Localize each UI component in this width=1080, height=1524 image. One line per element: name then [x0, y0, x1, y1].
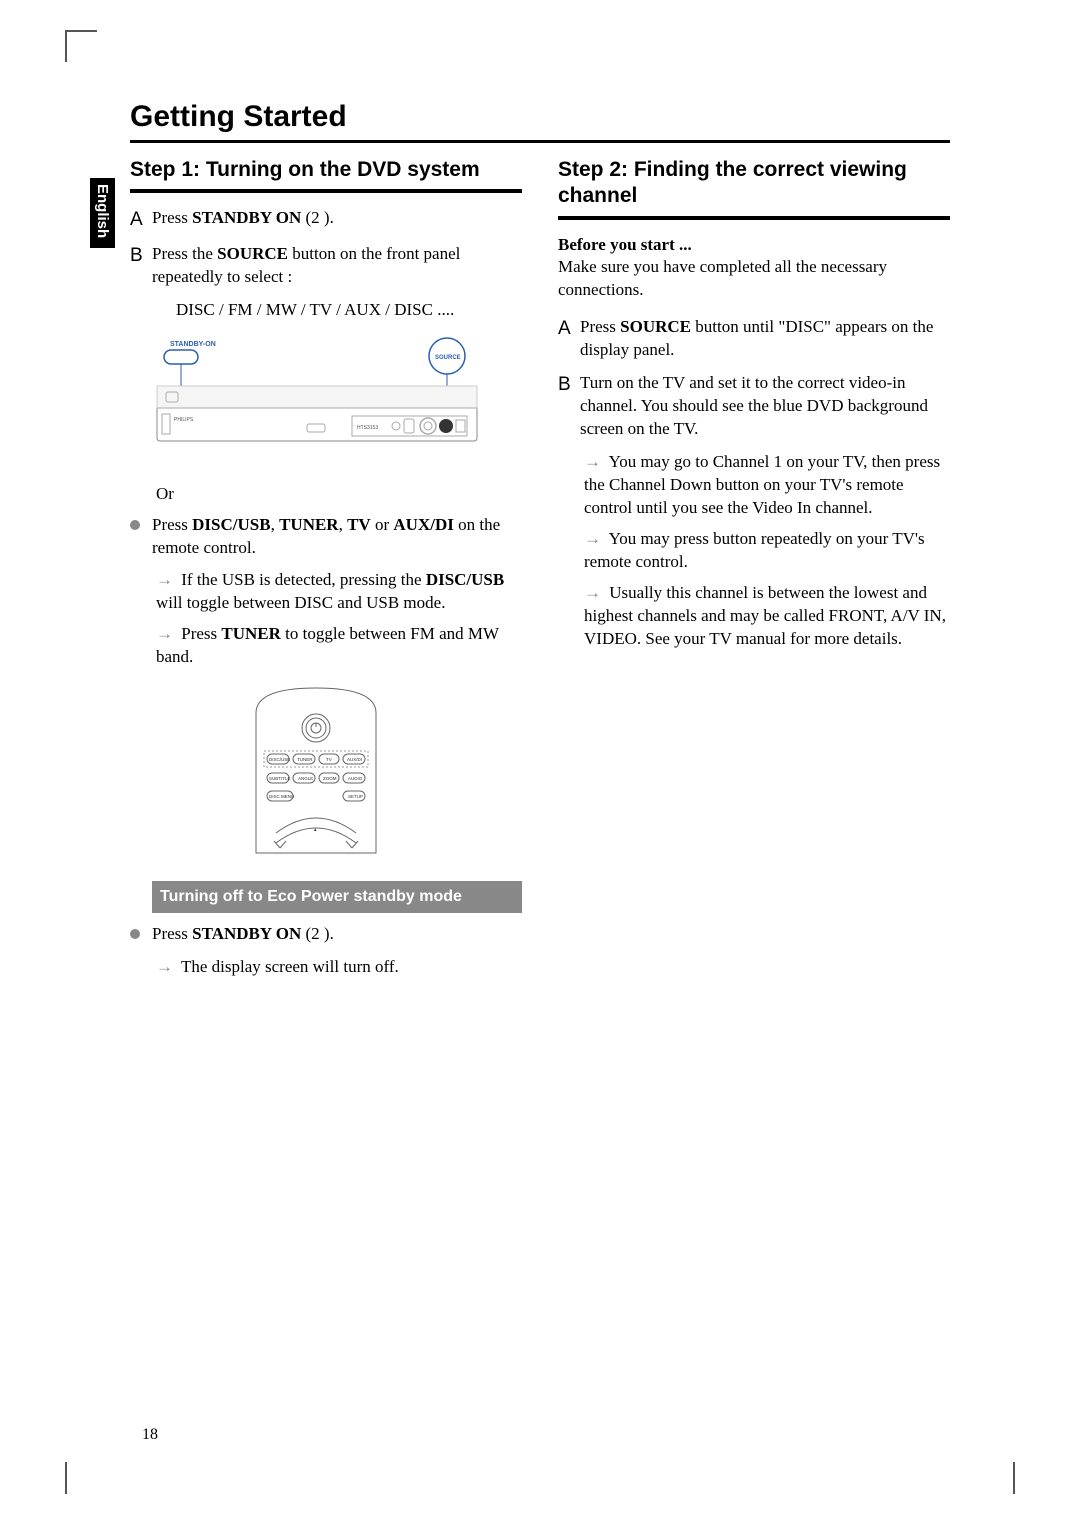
text: will toggle between DISC and USB mode.: [156, 593, 445, 612]
arrow-icon: →: [584, 452, 601, 471]
sub-usb: → If the USB is detected, pressing the D…: [130, 569, 522, 615]
svg-text:HTS3153: HTS3153: [357, 425, 378, 431]
step1-rule: [130, 189, 522, 193]
left-column: Step 1: Turning on the DVD system A Pres…: [130, 157, 522, 987]
page-content: Getting Started Step 1: Turning on the D…: [130, 100, 950, 987]
page-title: Getting Started: [130, 100, 950, 134]
language-tab: English: [90, 178, 115, 248]
text: (2 ).: [301, 208, 334, 227]
text: Press: [152, 515, 192, 534]
step2-a-body: Press SOURCE button until "DISC" appears…: [580, 316, 950, 362]
sub-tuner: → Press TUNER to toggle between FM and M…: [130, 623, 522, 669]
text-bold: STANDBY ON: [192, 924, 301, 943]
text-bold: SOURCE: [620, 317, 691, 336]
text-bold: AUX/DI: [393, 515, 453, 534]
source-label: SOURCE: [435, 355, 461, 361]
step2-heading: Step 2: Finding the correct viewing chan…: [558, 157, 950, 210]
letter-a: A: [558, 316, 580, 362]
arrow-icon: →: [584, 583, 601, 602]
arrow-icon: →: [156, 570, 173, 589]
text: The display screen will turn off.: [181, 957, 399, 976]
text-bold: STANDBY ON: [192, 208, 301, 227]
bullet-standby: Press STANDBY ON (2 ).: [130, 923, 522, 946]
before-block: Before you start ... Make sure you have …: [558, 234, 950, 303]
remote-row2: SUBTITLE ANGLE ZOOM AUDIO: [267, 773, 365, 783]
svg-text:AUX/DI: AUX/DI: [347, 757, 362, 762]
columns: Step 1: Turning on the DVD system A Pres…: [130, 157, 950, 987]
crop-mark-br: [1013, 1462, 1015, 1494]
text-bold: TUNER: [221, 624, 281, 643]
eco-standby-bar: Turning off to Eco Power standby mode: [152, 881, 522, 913]
svg-text:PHILIPS: PHILIPS: [174, 417, 194, 423]
or-text: Or: [130, 483, 522, 506]
text: or: [371, 515, 394, 534]
step2-sub3: → Usually this channel is between the lo…: [558, 582, 950, 651]
text-bold: SOURCE: [217, 244, 288, 263]
sub-display-off: → The display screen will turn off.: [130, 956, 522, 979]
letter-a: A: [130, 207, 152, 233]
bullet-standby-body: Press STANDBY ON (2 ).: [152, 923, 522, 946]
step1-a-body: Press STANDBY ON (2 ).: [152, 207, 522, 233]
text: ,: [339, 515, 348, 534]
remote-row1: DISC/USB TUNER TV AUX/DI: [267, 754, 365, 764]
text-bold: TUNER: [279, 515, 339, 534]
step2-item-a: A Press SOURCE button until "DISC" appea…: [558, 316, 950, 362]
letter-b: B: [130, 243, 152, 289]
step1-heading: Step 1: Turning on the DVD system: [130, 157, 522, 183]
standby-label: STANDBY-ON: [170, 341, 216, 348]
svg-text:▲: ▲: [313, 827, 317, 832]
text: (2 ).: [301, 924, 334, 943]
text: ,: [271, 515, 280, 534]
arrow-icon: →: [156, 957, 173, 976]
step2-rule: [558, 216, 950, 220]
svg-text:TV: TV: [326, 757, 332, 762]
title-rule: [130, 140, 950, 143]
bullet-icon: [130, 929, 140, 939]
text: If the USB is detected, pressing the: [181, 570, 426, 589]
svg-text:SETUP: SETUP: [348, 794, 363, 799]
arrow-icon: →: [156, 624, 173, 643]
svg-text:AUDIO: AUDIO: [348, 776, 363, 781]
bullet-remote: Press DISC/USB, TUNER, TV or AUX/DI on t…: [130, 514, 522, 560]
text: Press: [152, 208, 192, 227]
svg-text:DISC/USB: DISC/USB: [269, 757, 290, 762]
text: Usually this channel is between the lowe…: [584, 583, 946, 648]
dvd-device-figure: STANDBY-ON SOURCE PHILIPS H: [152, 336, 522, 463]
text-bold: DISC/USB: [192, 515, 270, 534]
text: Press: [152, 924, 192, 943]
letter-b: B: [558, 372, 580, 441]
bullet-remote-body: Press DISC/USB, TUNER, TV or AUX/DI on t…: [152, 514, 522, 560]
remote-figure: DISC/USB TUNER TV AUX/DI SUBTITLE ANGLE …: [236, 683, 416, 865]
svg-text:ANGLE: ANGLE: [298, 776, 313, 781]
svg-text:TUNER: TUNER: [297, 757, 313, 762]
crop-mark-tl: [65, 30, 97, 62]
text: You may go to Channel 1 on your TV, then…: [584, 452, 940, 517]
before-body: Make sure you have completed all the nec…: [558, 257, 887, 299]
step2-item-b: B Turn on the TV and set it to the corre…: [558, 372, 950, 441]
step2-sub2: → You may press button repeatedly on you…: [558, 528, 950, 574]
step1-item-b: B Press the SOURCE button on the front p…: [130, 243, 522, 289]
step1-b-line2: DISC / FM / MW / TV / AUX / DISC ....: [130, 299, 522, 322]
svg-text:SUBTITLE: SUBTITLE: [269, 776, 291, 781]
page-number: 18: [142, 1426, 158, 1444]
text-bold: TV: [347, 515, 371, 534]
svg-text:DISC MENU: DISC MENU: [269, 794, 294, 799]
remote-row3: DISC MENU SETUP: [267, 791, 365, 801]
text-bold: DISC/USB: [426, 570, 504, 589]
before-heading: Before you start ...: [558, 235, 692, 254]
text: You may press: [609, 529, 714, 548]
svg-text:ZOOM: ZOOM: [323, 776, 337, 781]
step1-b-body: Press the SOURCE button on the front pan…: [152, 243, 522, 289]
step2-b-body: Turn on the TV and set it to the correct…: [580, 372, 950, 441]
right-column: Step 2: Finding the correct viewing chan…: [558, 157, 950, 987]
bullet-icon: [130, 520, 140, 530]
crop-mark-bl: [65, 1462, 97, 1494]
text: Press: [181, 624, 221, 643]
text: Press the: [152, 244, 217, 263]
step2-sub1: → You may go to Channel 1 on your TV, th…: [558, 451, 950, 520]
step1-item-a: A Press STANDBY ON (2 ).: [130, 207, 522, 233]
text: Press: [580, 317, 620, 336]
arrow-icon: →: [584, 529, 601, 548]
